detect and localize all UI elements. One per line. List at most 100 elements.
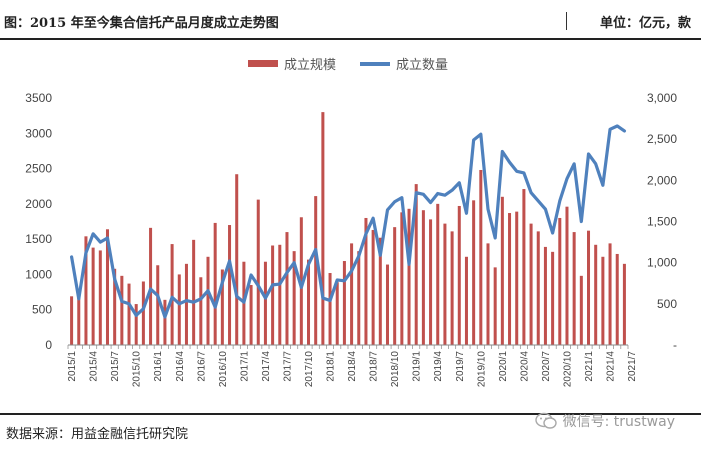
right-tick-label: 3,000 [647,91,677,105]
legend-line-label: 成立数量 [396,58,448,73]
x-tick-label: 2021/1 [584,351,595,382]
series-line [69,124,627,319]
bar [98,250,102,345]
bar [113,268,117,345]
data-source: 数据来源：用益金融信托研究院 [6,427,189,442]
bar [249,285,253,345]
bar [206,256,210,345]
right-axis: - 500 1,000 1,500 2,000 2,500 3,000 [647,91,677,352]
left-tick-label: 0 [45,338,52,352]
bar [508,213,512,345]
bar [421,210,425,345]
x-tick-label: 2019/4 [433,351,444,382]
bar [357,251,361,345]
bar [141,281,145,345]
bar [77,297,81,345]
bar [543,246,547,345]
bar [472,200,476,345]
bar [299,217,303,345]
x-tick-label: 2016/4 [175,351,186,382]
bar [400,212,404,345]
bar [551,251,555,345]
bar [464,256,468,345]
bar [615,253,619,345]
left-tick-label: 1000 [25,267,52,281]
bar [414,184,418,345]
bar [321,112,325,345]
x-tick-label: 2017/1 [239,351,250,382]
bar [479,169,483,345]
x-tick-label: 2017/10 [304,351,315,388]
x-tick-label: 2020/1 [498,351,509,382]
x-tick-label: 2018/4 [347,351,358,382]
left-tick-label: 2500 [25,162,52,176]
bar [522,189,526,345]
x-tick-label: 2015/4 [89,351,100,382]
bar [235,174,239,345]
bar [378,237,382,345]
bar [450,231,454,345]
x-tick-label: 2020/10 [562,351,573,388]
x-tick-label: 2018/7 [369,351,380,382]
x-tick-label: 2017/7 [282,351,293,382]
bar [429,219,433,345]
bar [256,199,260,345]
bar [443,223,447,345]
bar-series [70,112,626,345]
bar [350,243,354,345]
x-tick-label: 2015/1 [67,351,78,382]
right-tick-label: - [673,338,677,352]
bar [328,273,332,345]
bar [105,229,109,345]
x-tick-label: 2015/10 [132,351,143,388]
bar [393,227,397,345]
bottom-rule [0,413,701,415]
bar [285,232,289,345]
x-tick-label: 2016/1 [153,351,164,382]
left-tick-label: 2000 [25,197,52,211]
right-tick-label: 1,500 [647,215,677,229]
bar [587,230,591,345]
bar [436,203,440,345]
bar [156,265,160,345]
x-tick-label: 2016/7 [196,351,207,382]
watermark: 微信号: trustway [534,411,675,431]
bar [134,304,138,345]
bar [213,222,217,345]
right-tick-label: 1,000 [647,256,677,270]
bar [371,229,375,345]
x-tick-label: 2015/7 [110,351,121,382]
wechat-icon [534,412,557,429]
bar [594,244,598,345]
bar [192,239,196,345]
legend-bar-swatch [248,60,278,67]
watermark-text: 微信号: trustway [562,414,675,430]
bar [292,251,296,345]
x-tick-label: 2021/7 [627,351,638,382]
bar [500,196,504,345]
bar [407,208,411,345]
right-tick-label: 2,000 [647,173,677,187]
unit-separator [566,12,567,30]
legend-bar-label: 成立规模 [284,58,336,73]
bar [579,275,583,345]
right-tick-label: 2,500 [647,132,677,146]
x-tick-label: 2021/4 [606,351,617,382]
top-rule [0,38,701,40]
bar [263,261,267,345]
bar [278,244,282,345]
x-tick-label: 2020/4 [519,351,530,382]
bar [70,296,74,345]
x-tick-label: 2019/10 [476,351,487,388]
bar [529,223,533,345]
bar [493,267,497,345]
x-tick-label: 2019/7 [455,351,466,382]
bar [536,231,540,345]
x-tick-label: 2019/1 [412,351,423,382]
left-axis: 0 500 1000 1500 2000 2500 3000 3500 [25,91,52,352]
chart-title: 图：2015 年至今集合信托产品月度成立走势图 [4,16,279,31]
bar [314,196,318,345]
bar [565,206,569,345]
bar [572,232,576,345]
x-tick-label: 2016/10 [218,351,229,388]
